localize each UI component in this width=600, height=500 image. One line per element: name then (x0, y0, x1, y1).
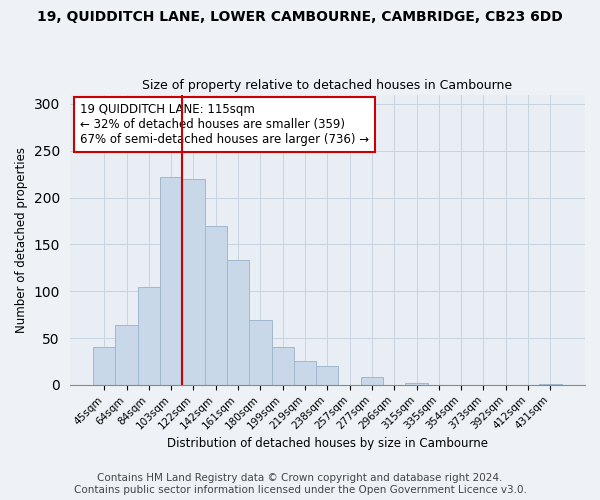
Bar (361, 378, 383, 385)
Text: Contains HM Land Registry data © Crown copyright and database right 2024.
Contai: Contains HM Land Registry data © Crown c… (74, 474, 526, 495)
Bar (316, 366, 338, 385)
Bar (93, 348, 115, 385)
Bar (539, 384, 562, 385)
Bar (115, 325, 137, 385)
Bar (160, 177, 182, 385)
Title: Size of property relative to detached houses in Cambourne: Size of property relative to detached ho… (142, 79, 512, 92)
Bar (406, 383, 428, 385)
Bar (294, 362, 316, 385)
Bar (227, 260, 249, 385)
Bar (249, 320, 272, 385)
Y-axis label: Number of detached properties: Number of detached properties (15, 146, 28, 332)
Bar (182, 179, 205, 385)
Bar (137, 288, 160, 385)
Text: 19 QUIDDITCH LANE: 115sqm
← 32% of detached houses are smaller (359)
67% of semi: 19 QUIDDITCH LANE: 115sqm ← 32% of detac… (80, 104, 369, 146)
Bar (205, 226, 227, 385)
Bar (272, 348, 294, 385)
X-axis label: Distribution of detached houses by size in Cambourne: Distribution of detached houses by size … (167, 437, 488, 450)
Text: 19, QUIDDITCH LANE, LOWER CAMBOURNE, CAMBRIDGE, CB23 6DD: 19, QUIDDITCH LANE, LOWER CAMBOURNE, CAM… (37, 10, 563, 24)
